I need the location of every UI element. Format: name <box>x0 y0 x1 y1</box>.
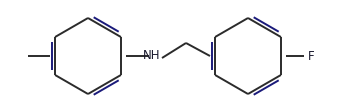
Text: F: F <box>308 50 315 62</box>
Text: NH: NH <box>143 49 161 61</box>
